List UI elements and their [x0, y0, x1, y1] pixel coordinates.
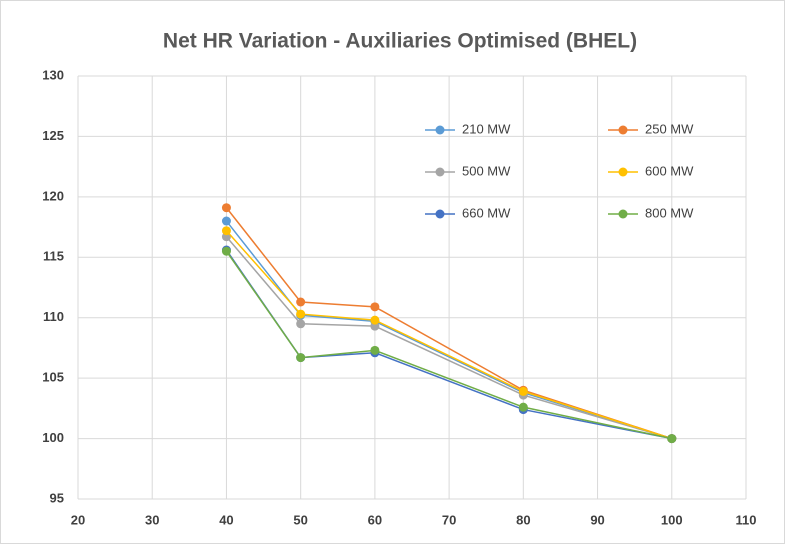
legend-marker — [435, 167, 445, 177]
legend-marker — [618, 167, 628, 177]
x-tick-label: 30 — [145, 512, 159, 527]
x-tick-label: 100 — [661, 512, 683, 527]
point — [518, 386, 528, 396]
x-tick-label: 80 — [516, 512, 530, 527]
y-tick-label: 115 — [43, 249, 64, 264]
point — [296, 353, 306, 363]
y-tick-label: 120 — [42, 188, 64, 203]
legend-label: 500 MW — [462, 163, 511, 178]
y-tick-label: 130 — [42, 67, 64, 82]
x-tick-label: 110 — [736, 512, 757, 527]
x-tick-label: 60 — [368, 512, 382, 527]
legend-marker — [618, 125, 628, 135]
legend-label: 660 MW — [462, 205, 511, 220]
legend-label: 210 MW — [462, 121, 511, 136]
legend-label: 600 MW — [645, 163, 694, 178]
y-tick-label: 125 — [42, 128, 64, 143]
x-tick-label: 70 — [442, 512, 456, 527]
x-tick-label: 90 — [590, 512, 604, 527]
point — [370, 315, 380, 325]
point — [518, 402, 528, 412]
point — [296, 297, 306, 307]
y-tick-label: 110 — [43, 309, 64, 324]
point — [667, 434, 677, 444]
y-tick-label: 105 — [42, 370, 64, 385]
y-tick-label: 95 — [50, 490, 64, 505]
legend-marker — [435, 209, 445, 219]
point — [296, 319, 306, 329]
x-tick-label: 20 — [71, 512, 85, 527]
point — [221, 226, 231, 236]
legend-label: 250 MW — [645, 121, 694, 136]
y-tick-label: 100 — [42, 430, 64, 445]
point — [221, 203, 231, 213]
point — [370, 302, 380, 312]
x-tick-label: 40 — [219, 512, 233, 527]
x-tick-label: 50 — [293, 512, 307, 527]
point — [221, 216, 231, 226]
point — [221, 246, 231, 256]
legend-marker — [618, 209, 628, 219]
legend-label: 800 MW — [645, 205, 694, 220]
point — [296, 309, 306, 319]
legend-marker — [435, 125, 445, 135]
point — [370, 345, 380, 355]
chart-title: Net HR Variation - Auxiliaries Optimised… — [163, 30, 637, 53]
